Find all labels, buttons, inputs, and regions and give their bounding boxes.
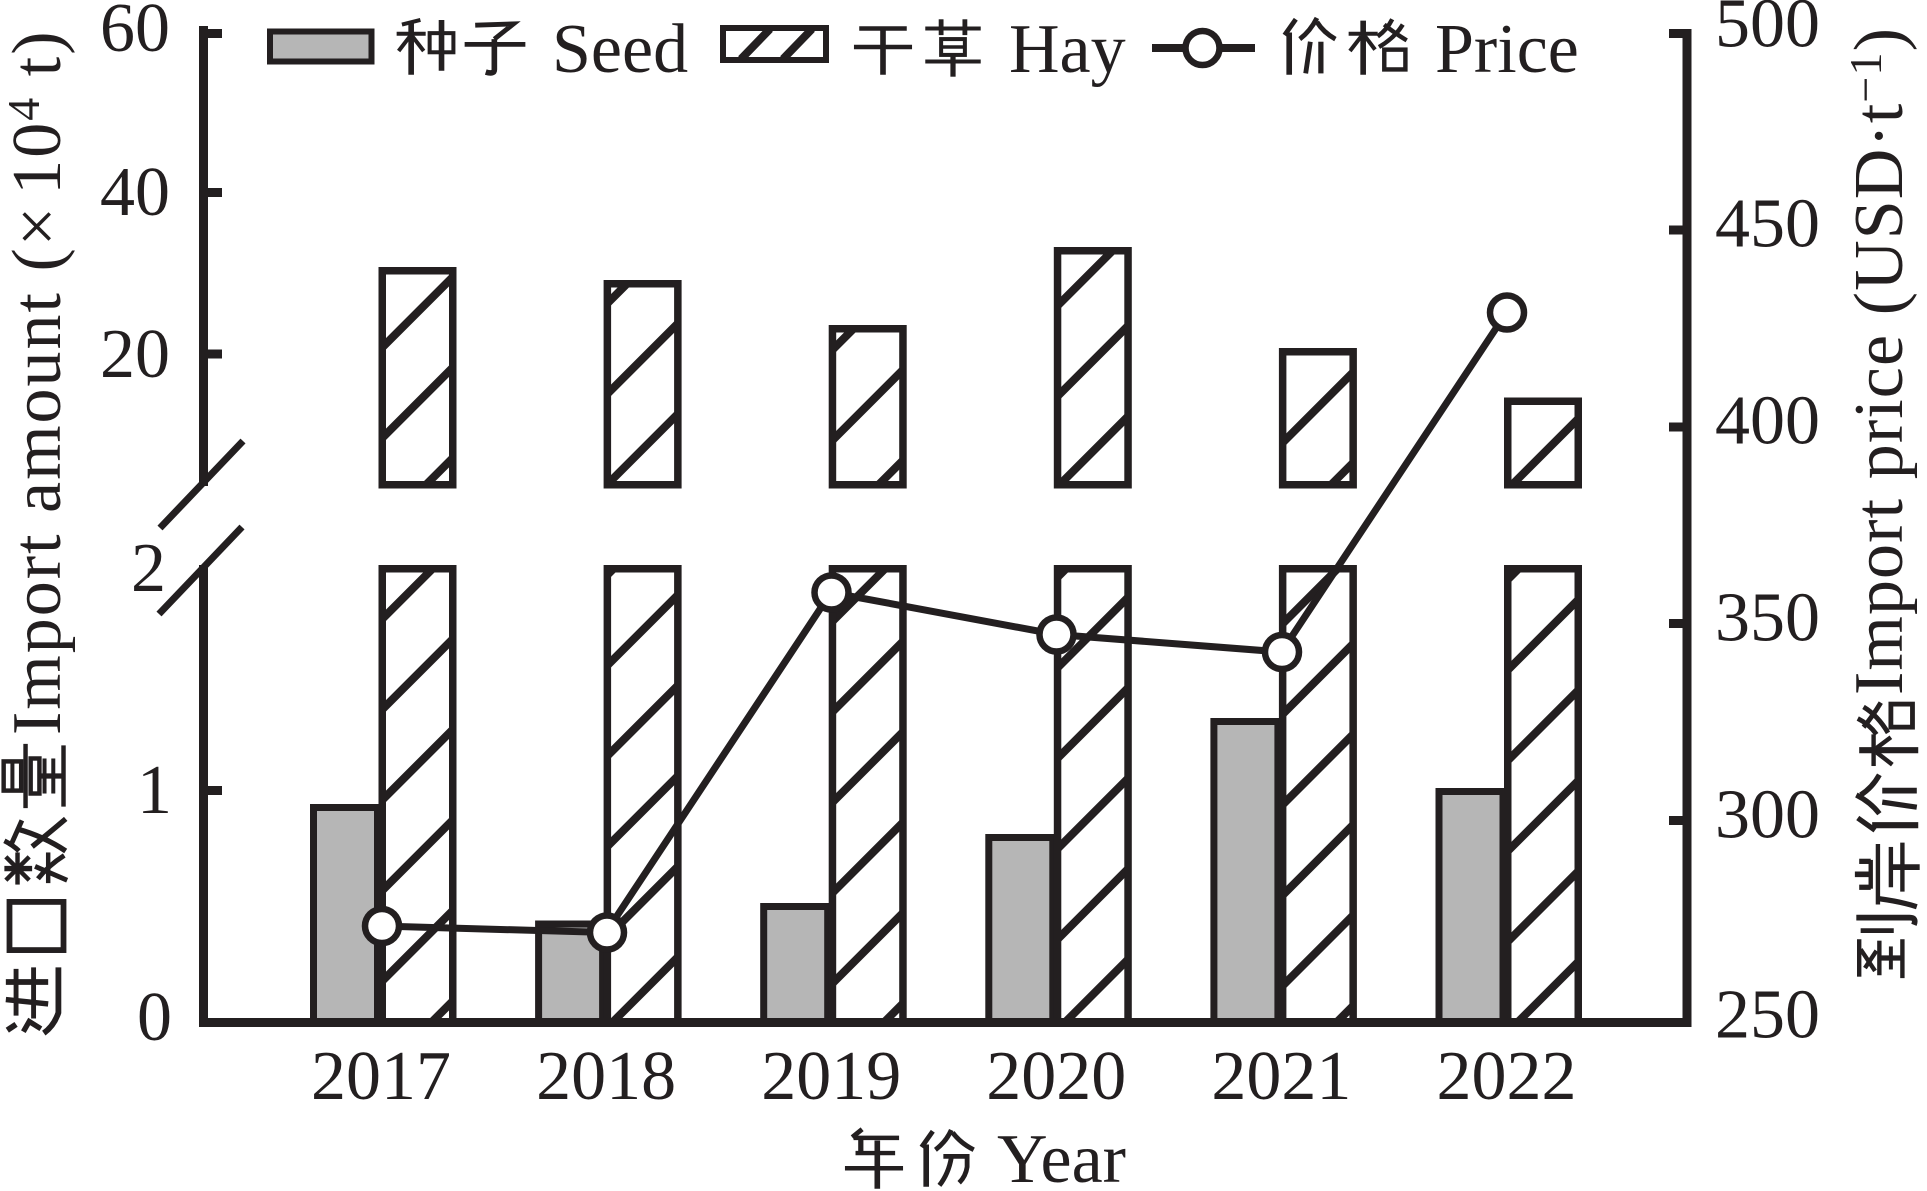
svg-text:400: 400 bbox=[1715, 383, 1820, 460]
svg-text:2017: 2017 bbox=[311, 1038, 451, 1115]
svg-text:40: 40 bbox=[100, 154, 170, 231]
svg-text:300: 300 bbox=[1715, 777, 1820, 854]
svg-text:500: 500 bbox=[1715, 0, 1820, 63]
svg-text:Price: Price bbox=[1435, 11, 1579, 88]
svg-text:2020: 2020 bbox=[986, 1038, 1126, 1115]
svg-text:60: 60 bbox=[100, 0, 170, 67]
svg-text:2: 2 bbox=[131, 530, 166, 607]
svg-text:250: 250 bbox=[1715, 977, 1820, 1054]
svg-text:0: 0 bbox=[137, 979, 172, 1056]
svg-text:2021: 2021 bbox=[1211, 1038, 1351, 1115]
svg-text:Seed: Seed bbox=[552, 11, 688, 88]
svg-text:2022: 2022 bbox=[1437, 1038, 1577, 1115]
svg-text:20: 20 bbox=[100, 316, 170, 393]
svg-text:1: 1 bbox=[137, 752, 172, 829]
svg-text:2018: 2018 bbox=[536, 1038, 676, 1115]
svg-text:Import price (USD·t−1): Import price (USD·t−1) bbox=[1840, 27, 1918, 695]
svg-text:2019: 2019 bbox=[761, 1038, 901, 1115]
svg-text:Hay: Hay bbox=[1009, 11, 1126, 88]
svg-text:Year: Year bbox=[997, 1121, 1126, 1191]
svg-text:Import amount (×104 t): Import amount (×104 t) bbox=[0, 29, 76, 735]
svg-text:350: 350 bbox=[1715, 580, 1820, 657]
svg-text:450: 450 bbox=[1715, 186, 1820, 263]
